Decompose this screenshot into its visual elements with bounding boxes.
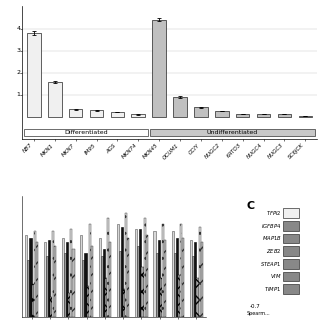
Bar: [152, 20, 166, 117]
Bar: [236, 114, 250, 117]
Bar: [132, 114, 145, 117]
Bar: [89, 224, 91, 317]
Bar: [160, 278, 162, 317]
Bar: [178, 275, 180, 317]
Bar: [156, 253, 158, 317]
FancyBboxPatch shape: [150, 129, 315, 136]
Bar: [117, 224, 119, 317]
Bar: [46, 256, 48, 317]
Bar: [103, 249, 105, 317]
Text: $\it{VIM}$: $\it{VIM}$: [270, 272, 282, 280]
Bar: [91, 245, 93, 317]
Bar: [34, 231, 36, 317]
Bar: [215, 111, 228, 117]
Bar: [164, 240, 166, 317]
Bar: [198, 227, 201, 317]
Bar: [283, 234, 299, 243]
Bar: [190, 240, 192, 317]
Bar: [196, 278, 198, 317]
Bar: [66, 242, 68, 317]
Bar: [201, 242, 203, 317]
Bar: [283, 221, 299, 230]
Text: $\it{TIMP1}$: $\it{TIMP1}$: [264, 285, 282, 293]
Bar: [119, 251, 121, 317]
Bar: [27, 33, 41, 117]
Bar: [72, 249, 75, 317]
Bar: [27, 260, 29, 317]
Bar: [180, 224, 182, 317]
Bar: [283, 208, 299, 218]
Bar: [257, 114, 270, 117]
Bar: [48, 240, 50, 317]
Bar: [299, 116, 312, 117]
Bar: [86, 286, 89, 317]
Text: $\it{TFPI2}$: $\it{TFPI2}$: [266, 209, 282, 217]
Bar: [105, 278, 107, 317]
Text: Differentiated: Differentiated: [64, 130, 108, 135]
Bar: [283, 272, 299, 281]
Bar: [70, 229, 72, 317]
Bar: [90, 110, 103, 117]
Bar: [64, 253, 66, 317]
Bar: [172, 231, 174, 317]
Bar: [283, 259, 299, 268]
Bar: [137, 245, 140, 317]
Bar: [162, 224, 164, 317]
Bar: [48, 82, 61, 117]
Bar: [121, 227, 123, 317]
FancyBboxPatch shape: [25, 129, 148, 136]
Bar: [192, 256, 194, 317]
Bar: [44, 242, 46, 317]
Bar: [194, 242, 196, 317]
Bar: [69, 109, 83, 117]
Bar: [135, 229, 137, 317]
Text: $\it{MAP1B}$: $\it{MAP1B}$: [261, 234, 282, 242]
Text: $\it{IGFBP4}$: $\it{IGFBP4}$: [261, 222, 282, 230]
Bar: [29, 238, 32, 317]
Bar: [146, 235, 148, 317]
Bar: [182, 238, 184, 317]
Bar: [174, 253, 176, 317]
Bar: [99, 238, 100, 317]
Bar: [68, 293, 70, 317]
Text: $\it{ZEB2}$: $\it{ZEB2}$: [266, 247, 282, 255]
Bar: [140, 229, 141, 317]
Bar: [283, 246, 299, 256]
Bar: [123, 289, 125, 317]
Bar: [125, 212, 127, 317]
Bar: [111, 112, 124, 117]
Bar: [154, 231, 156, 317]
Text: Spearm...: Spearm...: [246, 311, 270, 316]
Bar: [283, 284, 299, 294]
Text: Undifferentiated: Undifferentiated: [207, 130, 258, 135]
Bar: [54, 245, 56, 317]
Bar: [127, 238, 130, 317]
Text: -0.7: -0.7: [250, 304, 261, 309]
Bar: [278, 114, 291, 117]
Text: 2: 2: [16, 70, 20, 75]
Bar: [62, 238, 64, 317]
Bar: [158, 240, 160, 317]
Bar: [50, 297, 52, 317]
Bar: [25, 235, 27, 317]
Bar: [80, 235, 82, 317]
Text: 4: 4: [16, 26, 20, 31]
Bar: [82, 260, 84, 317]
Bar: [32, 284, 34, 317]
Bar: [109, 242, 111, 317]
Bar: [194, 107, 208, 117]
Text: C: C: [246, 201, 254, 211]
Bar: [176, 238, 178, 317]
Bar: [36, 242, 38, 317]
Text: $\it{STEAP1}$: $\it{STEAP1}$: [260, 260, 282, 268]
Bar: [107, 218, 109, 317]
Bar: [144, 218, 146, 317]
Bar: [100, 256, 103, 317]
Text: 1: 1: [16, 92, 20, 97]
Bar: [52, 231, 54, 317]
Bar: [173, 97, 187, 117]
Bar: [84, 253, 86, 317]
Text: 3: 3: [16, 48, 20, 53]
Bar: [141, 268, 144, 317]
